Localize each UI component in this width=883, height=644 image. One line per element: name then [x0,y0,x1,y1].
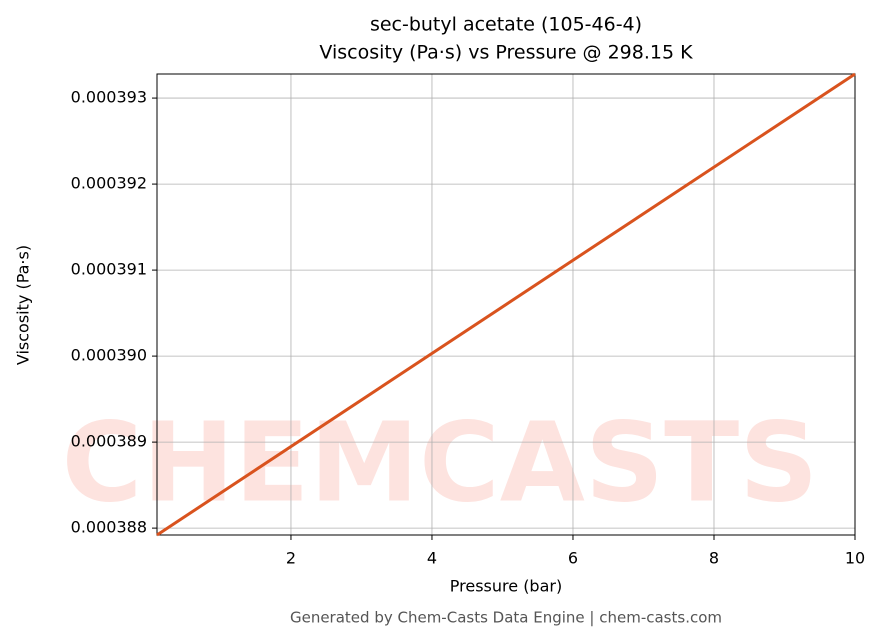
y-tick-label: 0.000388 [71,518,147,537]
chart-subtitle: Viscosity (Pa·s) vs Pressure @ 298.15 K [319,42,693,64]
watermark: CHEMCASTS [62,398,819,526]
y-tick-label: 0.000390 [71,346,147,365]
chart-title: sec-butyl acetate (105-46-4) [370,14,642,36]
x-axis-label: Pressure (bar) [450,577,562,596]
footer: Generated by Chem-Casts Data Engine | ch… [290,609,722,627]
y-tick-label: 0.000393 [71,88,147,107]
x-tick-label: 10 [845,549,865,568]
x-tick-label: 6 [568,549,578,568]
y-tick-label: 0.000392 [71,174,147,193]
line [156,72,856,537]
y-axis-label: Viscosity (Pa·s) [14,245,33,365]
y-tick-label: 0.000391 [71,260,147,279]
x-tick-label: 4 [427,549,437,568]
x-tick-label: 2 [286,549,296,568]
y-tick-label: 0.000389 [71,432,147,451]
x-tick-label: 8 [709,549,719,568]
plot-frame [156,73,856,536]
